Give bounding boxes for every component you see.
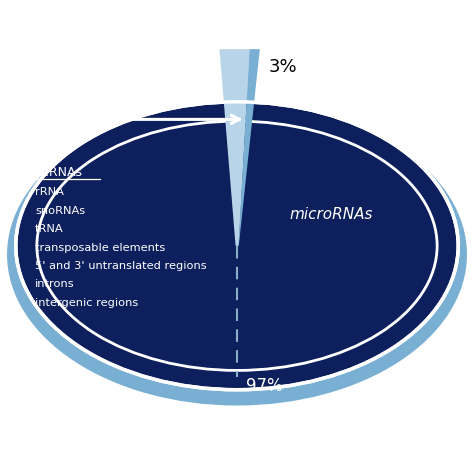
Text: tRNA: tRNA (35, 224, 64, 234)
Text: 5' and 3' untranslated regions: 5' and 3' untranslated regions (35, 261, 207, 271)
Ellipse shape (16, 102, 458, 390)
Text: ncRNAs: ncRNAs (35, 165, 83, 179)
Text: intergenic regions: intergenic regions (35, 298, 138, 308)
Polygon shape (238, 49, 260, 246)
Polygon shape (219, 49, 249, 246)
Ellipse shape (7, 104, 467, 406)
Text: microRNAs: microRNAs (290, 207, 373, 222)
Text: introns: introns (35, 279, 75, 290)
Text: snoRNAs: snoRNAs (35, 206, 85, 216)
Text: 3%: 3% (269, 58, 297, 76)
Text: transposable elements: transposable elements (35, 243, 165, 253)
Text: 97%: 97% (246, 377, 283, 395)
Text: rRNA: rRNA (35, 187, 64, 197)
